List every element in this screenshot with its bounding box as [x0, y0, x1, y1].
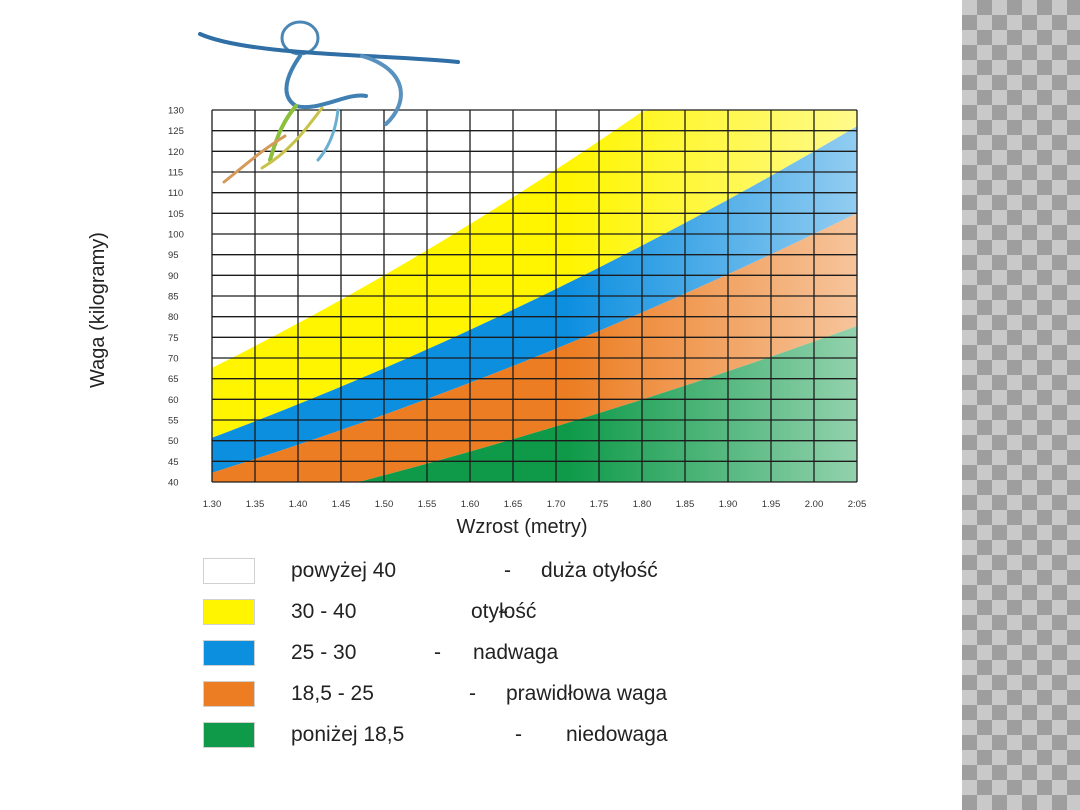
y-tick-label: 80 [168, 312, 179, 323]
x-tick-label: 1.35 [246, 499, 265, 510]
x-tick-label: 1.50 [375, 499, 394, 510]
y-tick-label: 45 [168, 457, 179, 468]
legend-separator: - [504, 559, 511, 582]
y-tick-label: 105 [168, 209, 184, 220]
y-tick-label: 120 [168, 147, 184, 158]
legend-separator: - [469, 682, 476, 705]
running-figure-icon [198, 20, 460, 184]
y-tick-label: 130 [168, 106, 184, 117]
legend-item: 18,5 - 25 - prawidłowa waga [203, 679, 803, 709]
x-tick-label: 1.95 [762, 499, 781, 510]
legend-swatch [203, 640, 255, 666]
y-tick-label: 90 [168, 271, 179, 282]
y-tick-label: 110 [168, 188, 183, 199]
decorative-side-panel [962, 0, 1080, 810]
legend-range: 25 - 30 [291, 641, 357, 664]
y-tick-labels: 40 45 50 55 60 65 70 75 80 85 90 95 100 105 110 115 120 1… [168, 106, 184, 489]
x-tick-label: 1.60 [461, 499, 480, 510]
legend-range: poniżej 18,5 [291, 723, 405, 746]
y-tick-label: 70 [168, 354, 179, 365]
legend-separator: - [515, 723, 522, 746]
y-tick-label: 65 [168, 374, 179, 385]
legend-separator: - [501, 600, 508, 623]
y-tick-label: 75 [168, 333, 179, 344]
legend-item: powyżej 40 - duża otyłość [203, 556, 803, 586]
y-tick-label: 115 [168, 168, 183, 179]
legend-item: 25 - 30 - nadwaga [203, 638, 803, 668]
legend-item: poniżej 18,5 - niedowaga [203, 720, 803, 750]
x-tick-label: 1.65 [504, 499, 523, 510]
x-tick-label: 1.55 [418, 499, 437, 510]
legend-item: 30 - 40 - otyłość [203, 597, 803, 627]
legend-description: prawidłowa waga [506, 682, 668, 705]
y-tick-label: 85 [168, 292, 179, 303]
legend-swatch [203, 558, 255, 584]
x-tick-label: 1.70 [547, 499, 566, 510]
x-tick-label: 1.30 [203, 499, 222, 510]
y-tick-label: 95 [168, 250, 179, 261]
bmi-chart: 40 45 50 55 60 65 70 75 80 85 90 95 100 105 110 115 120 1… [87, 20, 867, 538]
legend-description: niedowaga [566, 723, 668, 746]
y-axis-label: Waga (kilogramy) [87, 232, 109, 388]
legend-range: powyżej 40 [291, 559, 397, 582]
legend-description: duża otyłość [541, 559, 658, 582]
x-tick-label: 1.40 [289, 499, 308, 510]
y-tick-label: 125 [168, 126, 184, 137]
y-tick-label: 50 [168, 436, 179, 447]
legend-range: 18,5 - 25 [291, 682, 374, 705]
legend-description: otyłość [471, 600, 537, 623]
x-tick-label: 1.80 [633, 499, 652, 510]
x-tick-label: 1.90 [719, 499, 738, 510]
x-axis-label: Wzrost (metry) [456, 516, 587, 538]
x-tick-label: 2.00 [805, 499, 824, 510]
y-tick-label: 60 [168, 395, 179, 406]
x-tick-label: 2:05 [848, 499, 867, 510]
chart-grid [211, 109, 858, 483]
x-tick-label: 1.75 [590, 499, 609, 510]
legend-swatch [203, 599, 255, 625]
legend-range: 30 - 40 [291, 600, 357, 623]
legend-description: nadwaga [473, 641, 559, 664]
x-tick-label: 1.85 [676, 499, 695, 510]
y-tick-label: 100 [168, 230, 184, 241]
legend-swatch [203, 681, 255, 707]
x-tick-label: 1.45 [332, 499, 351, 510]
y-tick-label: 40 [168, 478, 179, 489]
y-tick-label: 55 [168, 416, 179, 427]
legend-separator: - [434, 641, 441, 664]
x-tick-labels: 1.30 1.35 1.40 1.45 1.50 1.55 1.60 1.65 1.70 1.75… [203, 499, 867, 510]
legend-swatch [203, 722, 255, 748]
